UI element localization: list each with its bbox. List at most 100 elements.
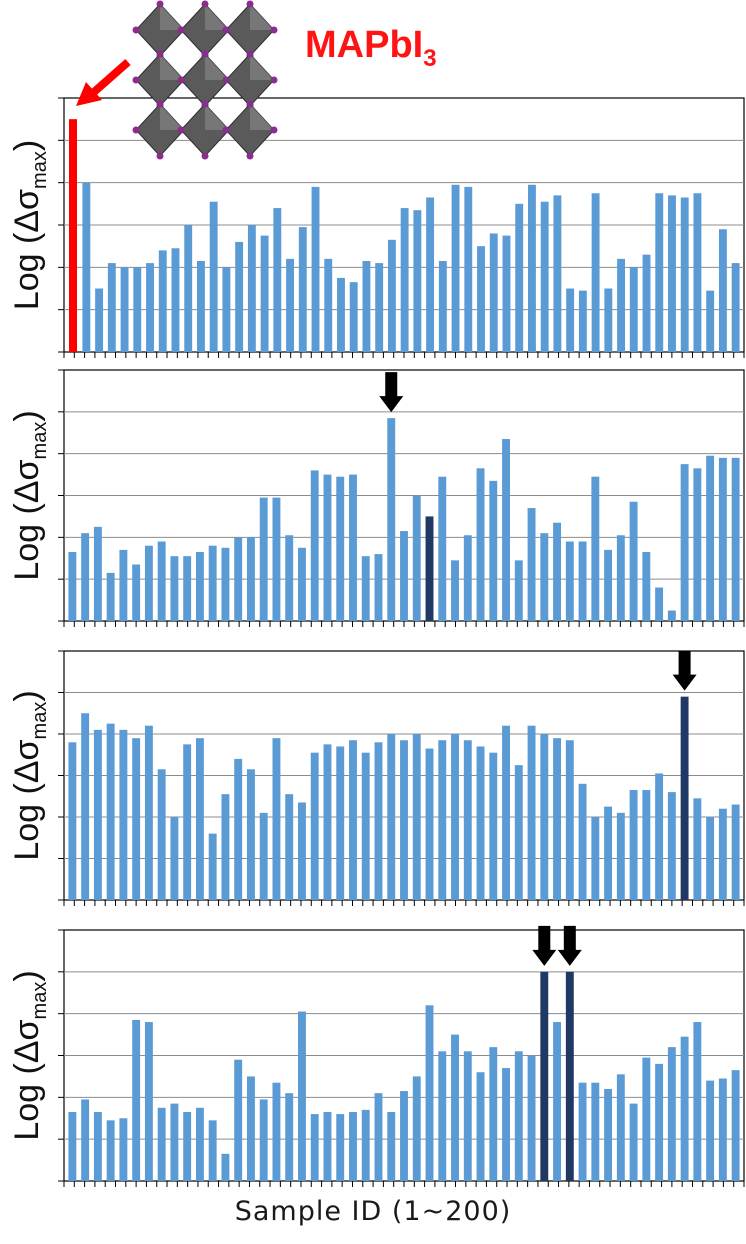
data-bar	[387, 734, 396, 900]
data-bar	[208, 545, 217, 621]
data-bar	[183, 1111, 192, 1181]
data-bar	[158, 250, 167, 352]
data-bar	[731, 457, 740, 621]
data-bar	[489, 233, 498, 352]
data-bar	[298, 227, 307, 352]
data-bar	[515, 203, 524, 352]
data-bar	[693, 1022, 702, 1181]
data-bar	[616, 535, 625, 621]
data-bar	[502, 235, 511, 352]
data-bar	[604, 549, 613, 621]
data-bar	[502, 1068, 510, 1181]
data-bar	[502, 725, 510, 900]
data-bar	[591, 193, 600, 352]
data-bar	[578, 1082, 587, 1181]
data-bar	[95, 288, 104, 352]
data-bar	[82, 182, 91, 352]
data-bar	[247, 225, 256, 352]
data-bar	[438, 1051, 447, 1181]
data-bar	[731, 1070, 740, 1181]
data-bar	[157, 541, 166, 621]
data-bar	[591, 476, 600, 621]
data-bar	[361, 556, 370, 621]
data-bar	[438, 260, 447, 352]
data-bar	[718, 229, 727, 352]
data-bar	[259, 812, 268, 900]
data-bar	[349, 1111, 357, 1181]
data-bar	[336, 746, 345, 900]
data-bar	[502, 439, 510, 621]
data-bar	[400, 531, 408, 621]
data-bar	[565, 541, 574, 621]
data-bar	[68, 551, 77, 621]
data-bar	[667, 1047, 676, 1181]
data-bar	[425, 748, 434, 900]
data-bar	[706, 817, 715, 900]
data-bar	[133, 267, 142, 352]
data-bar	[183, 556, 192, 621]
data-bar	[144, 725, 153, 900]
data-bar	[451, 734, 459, 900]
data-bar	[527, 725, 536, 900]
data-bar	[285, 535, 294, 621]
data-bar	[298, 1011, 306, 1181]
data-bar	[195, 551, 204, 621]
data-bar	[272, 738, 281, 900]
data-bar	[514, 560, 523, 621]
data-bar	[235, 241, 244, 352]
data-bar	[693, 468, 702, 621]
data-bar	[273, 208, 282, 352]
data-bar	[209, 201, 218, 352]
data-bar	[476, 468, 485, 621]
data-bar	[426, 197, 435, 352]
data-bar	[298, 547, 306, 621]
data-bar	[234, 537, 243, 621]
data-bar	[184, 225, 193, 352]
highlight-bar	[540, 971, 549, 1181]
y-axis-label: Log (Δσmax)	[8, 690, 51, 860]
data-bar	[655, 1063, 664, 1181]
x-axis-label: Sample ID (1~200)	[234, 1196, 512, 1227]
data-bar	[680, 1036, 689, 1181]
data-bar	[514, 1051, 523, 1181]
data-bar	[286, 258, 295, 352]
crystal-structure-icon	[132, 0, 278, 160]
data-bar	[157, 769, 166, 900]
data-bar	[195, 738, 204, 900]
data-bar	[107, 263, 116, 352]
data-bar	[425, 1005, 434, 1181]
data-bar	[132, 738, 141, 900]
data-bar	[93, 729, 102, 900]
data-bar	[553, 522, 562, 621]
data-bar	[463, 740, 472, 900]
data-bar	[387, 418, 396, 621]
data-bar	[667, 610, 676, 621]
data-bar	[616, 1074, 625, 1181]
data-bar	[183, 744, 192, 900]
data-bar	[578, 541, 587, 621]
data-bar	[196, 260, 205, 352]
data-bar	[170, 817, 179, 900]
data-bar	[578, 290, 587, 352]
data-bar	[221, 794, 230, 900]
data-bar	[476, 746, 485, 900]
data-bar	[731, 263, 740, 352]
data-bar	[375, 263, 384, 352]
data-bar	[412, 734, 421, 900]
data-bar	[629, 501, 638, 621]
data-bar	[323, 1111, 332, 1181]
data-bar	[208, 833, 217, 900]
data-bar	[221, 1153, 230, 1181]
data-bar	[667, 792, 676, 900]
data-bar	[693, 193, 702, 352]
reference-arrow-icon	[76, 59, 131, 106]
data-bar	[527, 184, 536, 352]
data-bar	[310, 470, 319, 621]
data-bar	[565, 740, 574, 900]
y-axis-label: Log (Δσmax)	[8, 410, 51, 580]
data-bar	[642, 551, 651, 621]
data-bar	[81, 533, 90, 621]
data-bar	[374, 742, 383, 900]
data-bar	[146, 263, 154, 352]
